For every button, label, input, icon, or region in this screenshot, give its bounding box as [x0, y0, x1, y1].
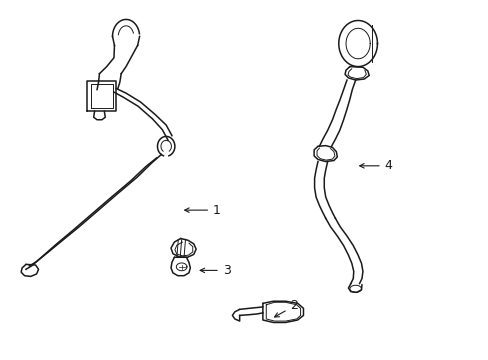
Text: 4: 4	[359, 159, 392, 172]
Text: 3: 3	[200, 264, 230, 277]
Text: 1: 1	[184, 204, 221, 217]
Text: 2: 2	[274, 299, 298, 317]
